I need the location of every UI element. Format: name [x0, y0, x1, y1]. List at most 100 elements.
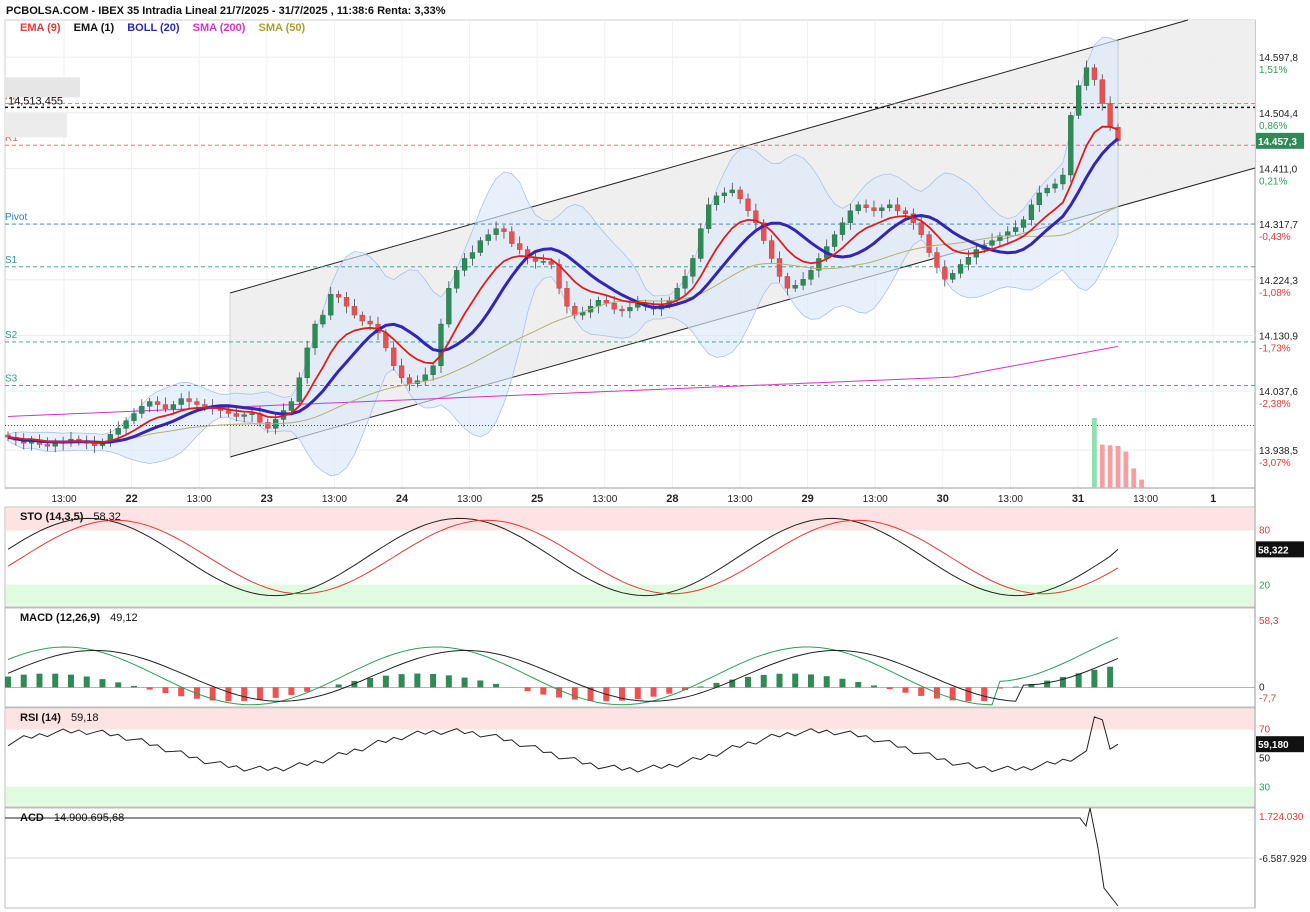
- macd-histogram-bar: [792, 673, 799, 688]
- volume-bar: [1131, 468, 1137, 488]
- macd-histogram-bar: [902, 687, 909, 693]
- macd-histogram-bar: [272, 687, 279, 698]
- candle-body: [1107, 103, 1113, 128]
- candle-body: [989, 240, 995, 246]
- candle-body: [430, 365, 436, 375]
- sto-overbought-zone: [6, 508, 1254, 531]
- acd-value: 14.900.695,68: [53, 812, 125, 824]
- sto-value-tag: [1256, 541, 1304, 558]
- candle-body: [1060, 174, 1066, 185]
- macd-histogram-bar: [430, 673, 437, 688]
- x-tick-label: 28: [666, 493, 678, 505]
- rsi-oversold-zone: [6, 786, 1254, 806]
- legend-sma50: SMA (50): [258, 22, 306, 34]
- candle-body: [902, 210, 909, 214]
- macd-histogram-bar: [776, 673, 783, 688]
- pct-tick-label: -2,38%: [1259, 399, 1291, 410]
- pct-tick-label: -0,43%: [1259, 232, 1291, 243]
- candle-body: [249, 413, 255, 415]
- macd-histogram-bar: [146, 687, 153, 690]
- macd-tick-label: 58,3: [1259, 616, 1279, 627]
- y-tick-label: 14.411,0: [1259, 164, 1298, 175]
- macd-histogram-bar: [461, 677, 468, 688]
- x-tick-label: 30: [937, 493, 949, 505]
- volume-bar: [1139, 479, 1145, 488]
- candle-body: [336, 294, 342, 298]
- macd-histogram-bar: [556, 687, 563, 698]
- candle-body: [1099, 79, 1105, 104]
- candle-body: [296, 377, 302, 402]
- candle-body: [745, 198, 751, 211]
- sto-level-label: 20: [1259, 581, 1271, 592]
- macd-histogram-bar: [83, 676, 90, 688]
- macd-histogram-bar: [115, 682, 122, 688]
- pct-tick-label: 0,21%: [1259, 176, 1287, 187]
- candle-body: [761, 222, 767, 241]
- candle-body: [603, 300, 609, 304]
- candle-body: [800, 279, 806, 286]
- y-tick-label: 14.037,6: [1259, 387, 1298, 398]
- macd-histogram-bar: [981, 687, 988, 702]
- candle-body: [1083, 67, 1090, 86]
- x-tick-label: 1: [1210, 493, 1216, 505]
- candle-body: [477, 240, 483, 253]
- macd-histogram-bar: [382, 675, 389, 688]
- x-tick-label: 13:00: [592, 494, 617, 505]
- candle-body: [1013, 227, 1019, 232]
- candle-body: [847, 210, 853, 223]
- candle-body: [1036, 192, 1042, 206]
- candle-body: [532, 258, 539, 262]
- macd-panel-label: MACD (12,26,9) 49,12: [20, 612, 138, 624]
- macd-histogram-bar: [241, 687, 248, 702]
- rsi-panel-label: RSI (14) 59,18: [20, 712, 99, 724]
- macd-title: MACD (12,26,9): [20, 612, 101, 624]
- candle-body: [926, 234, 932, 253]
- macd-histogram-bar: [445, 675, 452, 688]
- candle-body: [320, 314, 326, 325]
- macd-histogram-bar: [666, 687, 673, 694]
- pct-tick-label: -3,07%: [1259, 458, 1291, 469]
- macd-histogram-bar: [414, 673, 421, 688]
- x-tick-label: 13:00: [187, 494, 212, 505]
- acd-tick-label: 1.724.030: [1259, 812, 1304, 823]
- candle-body: [115, 428, 121, 435]
- legend-sma200: SMA (200): [192, 22, 246, 34]
- candle-body: [501, 228, 507, 232]
- pct-tick-label: 0,86%: [1259, 121, 1287, 132]
- candle-body: [178, 398, 184, 405]
- candle-body: [729, 189, 735, 194]
- candle-body: [1044, 187, 1050, 194]
- macd-histogram-bar: [304, 687, 311, 692]
- candle-body: [44, 444, 50, 447]
- bollinger-mid-line: [7, 137, 1119, 445]
- candle-body: [713, 195, 720, 206]
- channel-upper-line: [229, 19, 1189, 294]
- volume-bar: [1123, 451, 1129, 488]
- macd-histogram-bar: [682, 687, 689, 691]
- volume-bar: [1099, 444, 1105, 488]
- sto-k-line: [7, 517, 1119, 597]
- candle-body: [887, 204, 893, 208]
- candle-body: [548, 261, 554, 265]
- candle-body: [863, 204, 869, 208]
- candle-body: [225, 410, 232, 414]
- macd-signal-line: [7, 649, 1119, 702]
- candle-body: [288, 401, 295, 411]
- macd-histogram-bar: [477, 680, 484, 688]
- sma50-line: [7, 206, 1119, 443]
- candle-body: [1020, 219, 1027, 228]
- macd-histogram-bar: [319, 687, 326, 689]
- candle-body: [918, 222, 924, 235]
- x-tick-label: 13:00: [727, 494, 752, 505]
- sto-oversold-zone: [6, 584, 1254, 606]
- candle-body: [194, 401, 200, 405]
- rsi-value: 59,18: [70, 712, 99, 724]
- macd-histogram-bar: [524, 687, 531, 692]
- rsi-overbought-zone: [6, 709, 1254, 730]
- pct-tick-label: -1,73%: [1259, 343, 1291, 354]
- bollinger-band: [7, 37, 1119, 477]
- legend-boll: BOLL (20): [127, 22, 180, 34]
- y-tick-label: 14.597,8: [1259, 53, 1298, 64]
- candle-body: [367, 320, 373, 325]
- macd-histogram-bar: [540, 687, 547, 695]
